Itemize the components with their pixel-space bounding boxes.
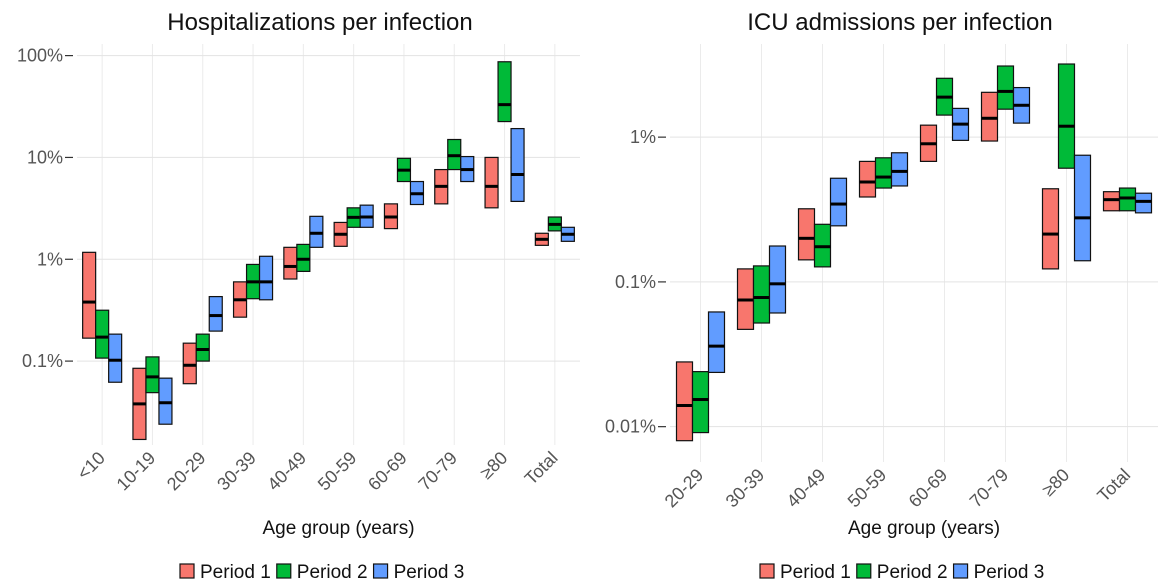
x-tick-label: 40-49 [783,465,830,512]
interval-box [1057,63,1076,169]
interval-box [858,160,877,198]
x-tick-label: 50-59 [314,448,361,495]
legend-label: Period 3 [394,562,465,583]
interval-box [1041,188,1060,270]
x-tick-label: ≥80 [1038,465,1073,500]
interval-box [752,265,771,324]
interval-box [768,245,787,314]
x-tick-label: <10 [73,448,109,484]
legend-swatch [276,563,292,579]
interval-box [1102,191,1121,212]
x-tick-label: 30-39 [722,465,769,512]
legend-label: Period 2 [297,562,368,583]
y-tick-label: 1% [37,249,63,269]
interval-box [484,156,499,209]
y-tick-label: 0.01% [605,417,656,437]
interval-box [258,255,274,301]
x-axis-label: Age group (years) [848,518,1000,539]
chart-title: ICU admissions per infection [747,9,1052,36]
legend: Period 1 Period 2 Period 3 [179,562,465,583]
interval-box [996,65,1015,110]
x-tick-label: 40-49 [263,448,310,495]
interval-box [283,246,298,280]
legend-swatch [856,563,872,579]
x-tick-label: 60-69 [905,465,952,512]
interval-box [797,208,816,261]
interval-box [874,157,893,189]
interval-box [707,311,726,374]
x-tick-label: 20-29 [661,465,708,512]
x-tick-label: 50-59 [844,465,891,512]
legend: Period 1 Period 2 Period 3 [759,562,1045,583]
x-tick-label: 60-69 [364,448,411,495]
interval-box [980,91,999,142]
x-tick-label: 10-19 [113,448,160,495]
interval-box [890,152,909,187]
legend-swatch [952,563,969,579]
x-tick-label: 70-79 [414,448,461,495]
y-tick-label: 0.1% [615,272,656,292]
x-tick-label: ≥80 [476,448,511,483]
x-tick-label: 70-79 [966,465,1013,512]
interval-box [158,377,173,425]
interval-box [1073,154,1092,262]
legend-label: Period 2 [877,562,948,583]
y-tick-label: 10% [27,147,63,167]
interval-box [510,127,525,203]
legend-swatch [759,563,775,579]
interval-box [829,177,848,227]
interval-box [108,333,123,383]
interval-box [1134,192,1153,214]
x-tick-label: 20-29 [163,448,210,495]
x-axis-label: Age group (years) [262,518,414,539]
interval-box [497,61,512,123]
interval-box [182,342,197,385]
interval-box [95,309,110,359]
x-tick-label: 30-39 [213,448,260,495]
interval-box [691,371,710,434]
legend-swatch [372,563,389,579]
legend-swatch [179,563,195,579]
legend-label: Period 3 [974,562,1045,583]
legend-label: Period 1 [200,562,271,583]
legend-label: Period 1 [780,562,851,583]
x-tick-label: Total [521,448,562,489]
chart-title: Hospitalizations per infection [167,9,473,36]
interval-box [208,295,223,332]
interval-box [145,356,160,394]
y-tick-label: 0.1% [22,351,63,371]
y-tick-label: 1% [630,127,656,147]
interval-box [82,251,97,339]
x-tick-label: Total [1093,465,1134,506]
y-tick-label: 100% [17,46,63,66]
interval-box [675,361,694,442]
interval-box [195,333,210,362]
